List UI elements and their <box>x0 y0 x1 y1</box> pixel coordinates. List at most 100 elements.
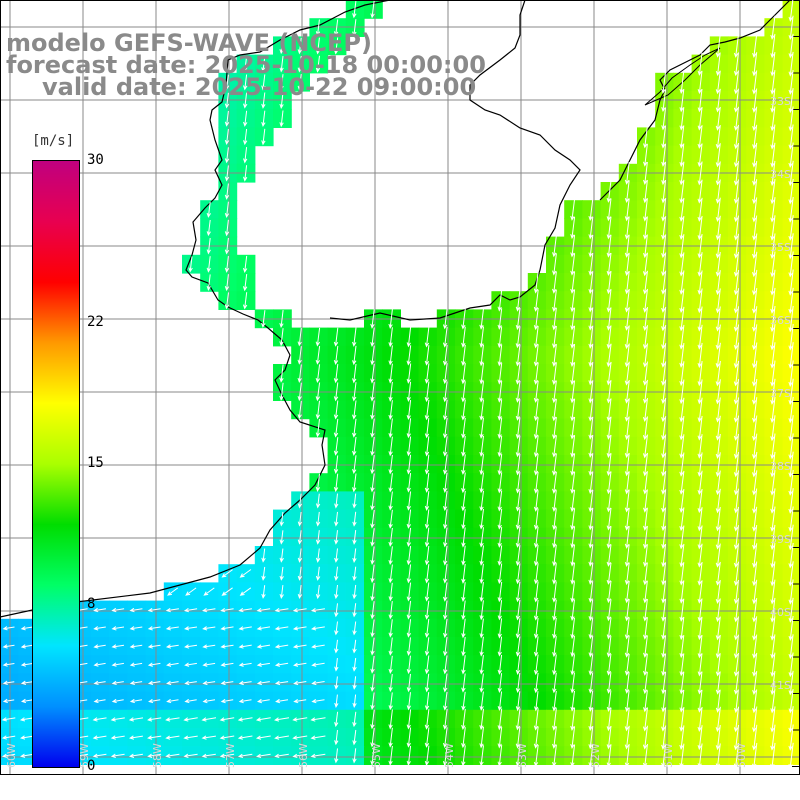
wind-arrow <box>715 634 721 659</box>
wind-arrow <box>588 635 594 658</box>
wind-arrow <box>679 543 685 568</box>
wind-arrow <box>388 381 393 402</box>
wind-arrow <box>2 662 15 667</box>
wind-arrow <box>624 361 630 386</box>
wind-arrow <box>679 743 685 769</box>
wind-arrow <box>370 564 375 584</box>
wind-arrow <box>424 545 430 566</box>
wind-arrow <box>770 597 776 623</box>
wind-arrow <box>643 598 648 622</box>
wind-arrow <box>370 509 375 529</box>
wind-arrow <box>661 707 667 732</box>
wind-arrow <box>443 509 448 530</box>
wind-arrow <box>733 161 739 186</box>
wind-arrow <box>261 56 266 73</box>
wind-arrow <box>697 653 703 677</box>
wind-arrow <box>221 587 233 596</box>
wind-arrow <box>661 107 667 131</box>
wind-arrow <box>202 607 216 613</box>
wind-arrow <box>715 507 721 532</box>
wind-arrow <box>224 183 230 200</box>
wind-arrow <box>147 644 161 649</box>
wind-arrow <box>552 490 557 512</box>
wind-arrow <box>679 252 685 277</box>
wind-arrow <box>388 400 393 420</box>
wind-arrow <box>256 680 270 686</box>
wind-arrow <box>788 597 794 623</box>
wind-arrow <box>643 653 648 676</box>
wind-arrow <box>461 436 466 457</box>
wind-arrow <box>515 344 521 367</box>
wind-arrow <box>497 726 503 749</box>
wind-arrow <box>715 125 721 150</box>
wind-arrow <box>697 488 703 514</box>
wind-arrow <box>788 15 794 41</box>
latitude-label: 40S <box>770 606 791 619</box>
wind-arrow <box>147 717 162 722</box>
wind-arrow <box>20 698 33 704</box>
wind-arrow <box>679 270 685 295</box>
wind-arrow <box>352 748 357 764</box>
latitude-label: 38S <box>770 460 791 473</box>
wind-arrow <box>242 292 248 310</box>
wind-arrow <box>588 654 594 676</box>
wind-arrow <box>166 680 179 686</box>
wind-arrow <box>715 197 721 223</box>
wind-arrow <box>788 269 794 296</box>
wind-arrow <box>697 88 703 113</box>
lagoon-outline <box>644 47 721 106</box>
coastline <box>0 0 391 618</box>
wind-arrow <box>533 672 539 694</box>
wind-arrow <box>679 598 685 622</box>
wind-arrow <box>570 416 576 440</box>
wind-arrow <box>697 507 703 532</box>
wind-arrow <box>679 397 685 423</box>
wind-arrow <box>624 580 630 604</box>
wind-arrow <box>552 453 557 476</box>
wind-arrow <box>770 287 776 314</box>
wind-arrow <box>788 724 794 751</box>
wind-arrow <box>733 743 740 769</box>
wind-arrow <box>388 454 393 475</box>
longitude-label: 52W <box>589 743 602 768</box>
latitude-label: 37S <box>770 387 791 400</box>
wind-arrow <box>224 74 230 91</box>
wind-arrow <box>333 418 339 438</box>
wind-arrow <box>788 524 794 551</box>
wind-arrow <box>292 607 307 613</box>
wind-arrow <box>624 234 630 258</box>
wind-arrow <box>770 70 776 95</box>
wind-arrow <box>770 124 776 150</box>
wind-arrow <box>129 698 143 704</box>
wind-arrow <box>424 326 430 348</box>
wind-arrow <box>497 618 503 639</box>
wind-arrow <box>479 472 484 494</box>
wind-arrow <box>243 147 248 164</box>
wind-arrow <box>643 635 648 658</box>
wind-arrow <box>370 418 375 438</box>
wind-arrow <box>297 364 302 383</box>
wind-arrow <box>733 70 739 95</box>
wind-arrow <box>624 162 630 185</box>
wind-arrow <box>533 526 539 549</box>
wind-arrow <box>515 673 521 694</box>
wind-arrow <box>606 271 612 295</box>
wind-arrow <box>479 545 484 566</box>
wind-arrow <box>552 307 557 331</box>
wind-arrow <box>697 324 703 350</box>
wind-arrow <box>552 599 557 621</box>
wind-arrow <box>788 451 794 478</box>
wind-arrow <box>552 744 557 768</box>
wind-arrow <box>552 362 557 386</box>
wind-arrow <box>443 691 448 711</box>
wind-arrow <box>243 92 248 109</box>
longitude-label: 58W <box>151 743 164 768</box>
wind-arrow <box>661 671 667 695</box>
wind-arrow <box>788 469 794 496</box>
wind-arrow <box>643 216 648 240</box>
wind-arrow <box>442 344 448 366</box>
wind-arrow <box>606 635 612 658</box>
wind-arrow <box>370 345 375 366</box>
wind-arrow <box>733 634 739 659</box>
wind-arrow <box>256 662 270 667</box>
